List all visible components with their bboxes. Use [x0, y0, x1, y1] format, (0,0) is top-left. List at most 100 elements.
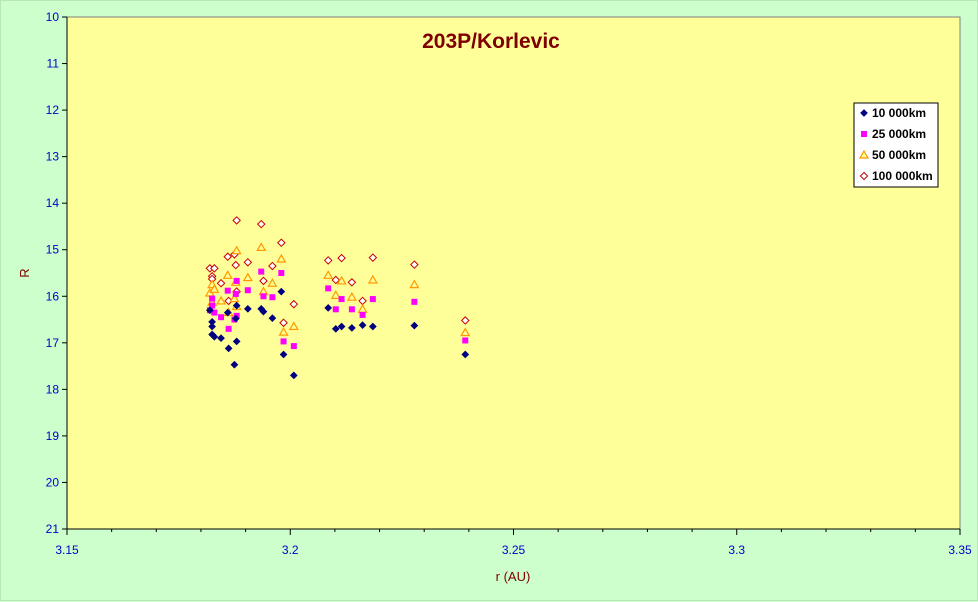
x-tick-label: 3.15 — [55, 543, 79, 557]
x-tick-label: 3.2 — [282, 543, 299, 557]
data-point — [410, 321, 419, 330]
data-point — [280, 338, 287, 345]
y-tick-label: 12 — [46, 103, 60, 117]
x-tick-label: 3.3 — [728, 543, 745, 557]
data-point — [359, 311, 366, 318]
data-point — [462, 337, 469, 344]
data-point — [224, 344, 233, 353]
plot-area — [66, 16, 961, 530]
data-point — [288, 321, 299, 331]
data-point — [210, 332, 219, 341]
y-axis-title: R — [17, 268, 32, 277]
data-point — [232, 301, 241, 310]
data-point — [277, 287, 286, 296]
data-point — [278, 270, 285, 276]
data-point — [209, 295, 216, 302]
data-point — [289, 371, 298, 380]
data-point — [259, 307, 268, 316]
data-point — [460, 327, 471, 337]
data-point — [279, 318, 288, 328]
legend-marker — [858, 149, 870, 159]
data-point — [368, 253, 378, 262]
data-point — [323, 270, 334, 279]
data-point — [225, 325, 232, 332]
data-point — [210, 264, 219, 273]
data-point — [260, 293, 267, 300]
data-point — [256, 219, 266, 229]
y-tick-label: 21 — [46, 522, 60, 536]
data-point — [330, 290, 341, 299]
data-point — [224, 287, 231, 294]
data-point — [269, 294, 276, 301]
x-tick-label: 3.35 — [948, 543, 972, 557]
data-point — [289, 299, 299, 309]
data-point — [336, 275, 347, 285]
data-point — [209, 302, 216, 309]
data-point — [267, 278, 278, 287]
y-tick-label: 11 — [47, 57, 60, 71]
data-point — [232, 290, 239, 297]
legend-marker — [859, 171, 869, 181]
data-point — [232, 216, 241, 225]
y-tick-label: 16 — [46, 289, 60, 303]
y-tick-label: 19 — [46, 429, 60, 443]
data-point — [323, 256, 333, 265]
chart-title: 203P/Korlevic — [422, 30, 560, 53]
data-point — [256, 242, 267, 251]
data-point — [290, 343, 297, 350]
x-tick-label: 3.25 — [502, 543, 526, 557]
data-point — [231, 260, 241, 270]
data-point — [460, 316, 470, 325]
data-point — [243, 257, 253, 267]
data-point — [332, 306, 339, 313]
y-tick-label: 18 — [46, 382, 60, 396]
data-point — [346, 291, 357, 301]
x-axis-title: r (AU) — [496, 569, 531, 584]
data-point — [268, 261, 277, 271]
data-point — [411, 298, 418, 305]
data-point — [205, 306, 214, 315]
data-point — [230, 360, 239, 369]
data-point — [242, 272, 253, 282]
data-point — [216, 295, 227, 305]
data-point — [331, 324, 340, 333]
data-point — [231, 314, 240, 323]
y-tick-label: 10 — [46, 10, 60, 24]
data-point — [279, 350, 288, 359]
data-point — [268, 314, 277, 323]
data-point — [209, 284, 220, 293]
y-tick-label: 17 — [46, 336, 60, 350]
legend-box — [853, 102, 939, 188]
data-points — [204, 216, 471, 380]
y-tick-label: 20 — [46, 475, 60, 489]
data-point — [223, 308, 232, 317]
data-point — [211, 309, 218, 316]
data-point — [410, 260, 419, 269]
data-point — [325, 285, 332, 292]
data-point — [461, 350, 470, 359]
legend-label: 50 000km — [872, 148, 926, 162]
legend-label: 100 000km — [872, 169, 933, 183]
data-point — [358, 321, 367, 330]
legend-marker — [861, 131, 867, 137]
series-0 — [205, 287, 470, 380]
data-point — [337, 322, 346, 331]
legend-marker — [860, 109, 868, 117]
data-point — [324, 303, 333, 312]
data-point — [231, 245, 242, 255]
legend: 10 000km 25 000km 50 000km 100 000km — [853, 102, 939, 188]
y-axis: 10 11 12 13 14 15 16 17 18 19 20 21 — [46, 10, 68, 536]
data-point — [259, 276, 268, 286]
data-point — [347, 278, 357, 287]
legend-label: 10 000km — [872, 106, 926, 120]
data-point — [217, 334, 225, 343]
data-point — [218, 314, 225, 321]
data-point — [347, 323, 356, 332]
data-point — [369, 296, 376, 303]
data-point — [348, 306, 355, 313]
data-point — [276, 253, 287, 263]
x-axis: 3.15 3.2 3.25 3.3 3.35 — [55, 528, 972, 557]
data-point — [338, 296, 345, 303]
data-point — [409, 279, 420, 289]
